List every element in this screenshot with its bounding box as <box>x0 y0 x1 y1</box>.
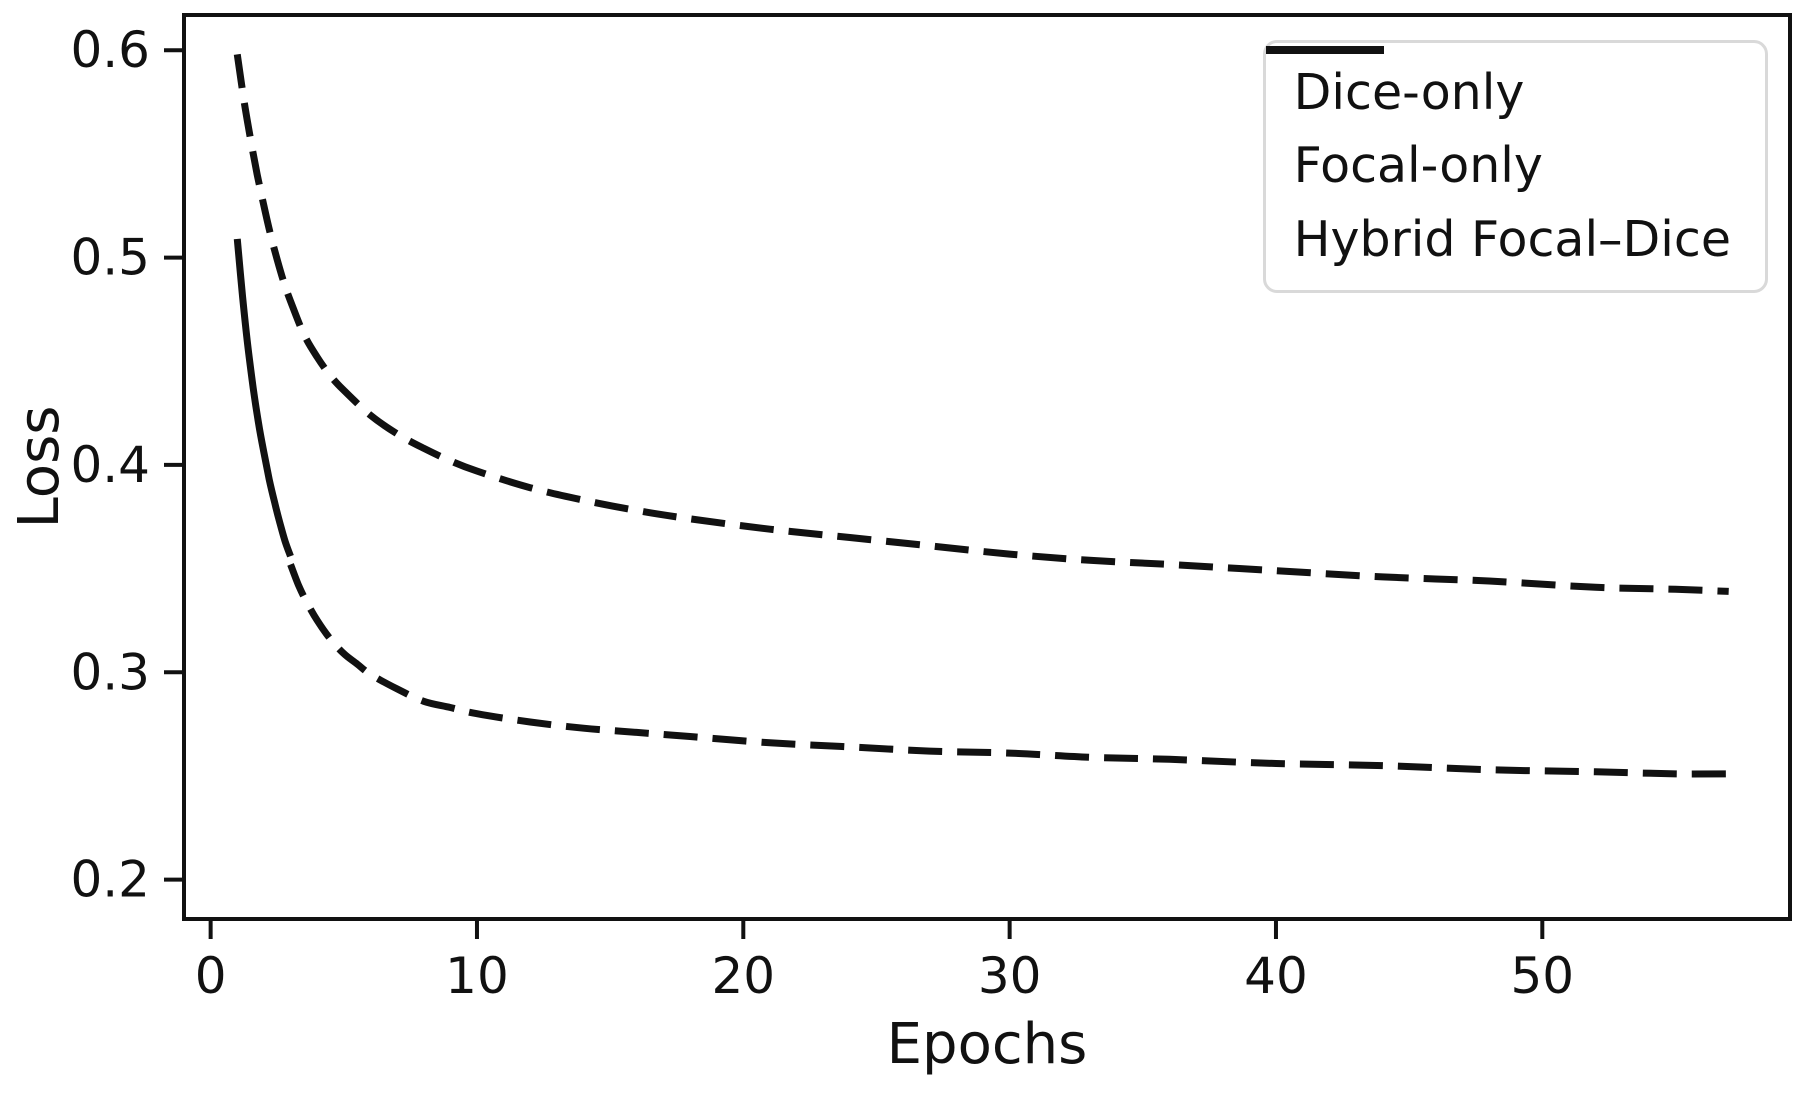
y-tick-label: 0.2 <box>70 851 150 909</box>
y-tick-label: 0.4 <box>70 436 150 494</box>
axes-spines <box>182 13 1792 921</box>
y-tick-label: 0.3 <box>70 643 150 701</box>
legend-item-label: Hybrid Focal–Dice <box>1293 210 1731 268</box>
series-line-dice-only <box>233 238 294 558</box>
x-tick-label: 40 <box>1244 947 1308 1005</box>
legend-item-hybrid-focal-dice: Hybrid Focal–Dice <box>1265 46 1731 268</box>
x-tick-label: 10 <box>445 947 509 1005</box>
x-tick-label: 30 <box>978 947 1042 1005</box>
legend-item-focal-only: Focal-only <box>1265 46 1731 195</box>
y-tick-label: 0.5 <box>70 229 150 287</box>
y-tick-label: 0.6 <box>70 21 150 79</box>
legend-line-sample-dashed <box>1265 46 1384 54</box>
x-tick-label: 0 <box>195 947 227 1005</box>
x-tick-label: 50 <box>1510 947 1574 1005</box>
x-axis-title: Epochs <box>887 1012 1088 1077</box>
legend-item-dice-only: Dice-only <box>1265 46 1731 121</box>
x-tick-label: 20 <box>711 947 775 1005</box>
series-line-hybrid-focal-dice <box>287 563 1729 778</box>
legend: Dice-only Focal-only Hybrid Focal–Dice <box>1262 40 1768 294</box>
series-line-focal-only <box>233 53 1729 595</box>
legend-item-label: Focal-only <box>1293 137 1543 195</box>
y-axis-title: Loss <box>7 406 72 529</box>
legend-item-label: Dice-only <box>1293 64 1525 121</box>
